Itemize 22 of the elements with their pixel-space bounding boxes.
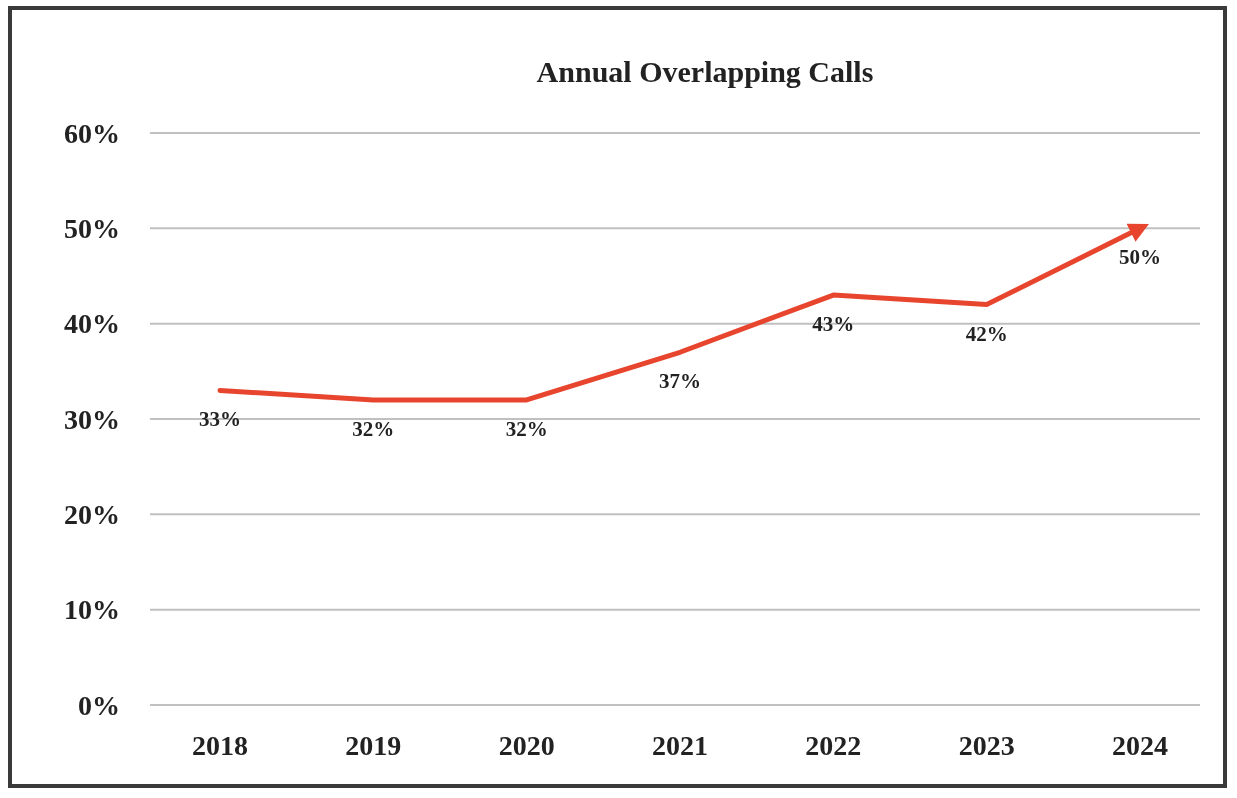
chart-title: Annual Overlapping Calls <box>536 55 874 88</box>
y-tick-label: 10% <box>64 594 120 626</box>
text: 50% <box>1119 245 1161 270</box>
x-tick-label: 2024 <box>1112 730 1168 761</box>
text: 43% <box>812 312 855 337</box>
text: 37% <box>659 369 701 394</box>
text: 32% <box>505 416 548 441</box>
x-tick-label: 2019 <box>345 730 402 761</box>
y-tick-label: 40% <box>64 308 120 340</box>
x-tick-label: 2018 <box>192 730 248 761</box>
y-tick-label: 50% <box>64 213 120 245</box>
y-tick-label: 0% <box>78 689 120 721</box>
x-tick-label: 2021 <box>652 730 708 761</box>
text: 33% <box>199 407 241 432</box>
text: 42% <box>965 321 1008 346</box>
x-tick-label: 2023 <box>958 730 1015 761</box>
text: 32% <box>352 416 395 441</box>
x-tick-label: 2020 <box>498 730 555 761</box>
y-tick-label: 60% <box>64 117 120 149</box>
y-tick-label: 30% <box>64 403 120 435</box>
y-tick-label: 20% <box>64 499 120 531</box>
x-tick-label: 2022 <box>805 730 862 761</box>
